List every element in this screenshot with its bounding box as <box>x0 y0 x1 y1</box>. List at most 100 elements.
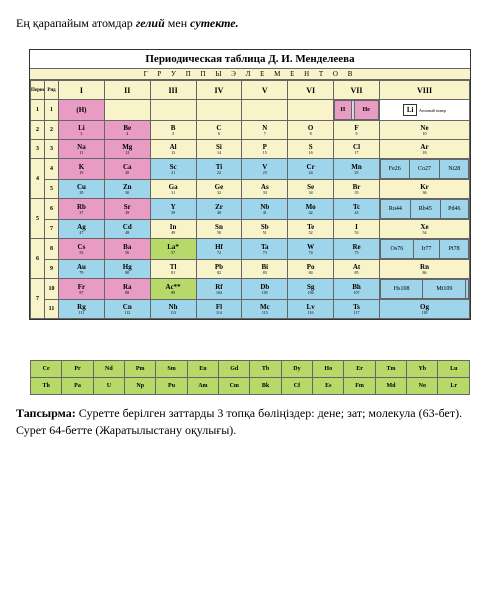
element-symbol: Au <box>59 264 104 271</box>
element-number: 81 <box>151 271 196 275</box>
element-cell: Ge 32 <box>196 180 242 199</box>
element-symbol: Fr <box>59 284 104 291</box>
hdr-g8: VIII <box>380 81 470 100</box>
element-cell: Sc 21 <box>150 159 196 180</box>
element-number: 36 <box>380 191 469 195</box>
row-cell: 4 <box>45 159 59 180</box>
act-cell: No <box>407 378 438 395</box>
act-cell: Np <box>125 378 156 395</box>
row-cell: 7 <box>45 220 59 239</box>
element-number: 37 <box>59 211 104 215</box>
element-cell: (H) <box>59 100 105 121</box>
element-number: 43 <box>334 211 379 215</box>
element-cell: Si 14 <box>196 140 242 159</box>
element-symbol: Cu <box>59 184 104 191</box>
element-number: 9 <box>334 132 379 136</box>
triad-cell: Fe26Co27Ni28 <box>380 159 470 180</box>
element-symbol: Xe <box>380 224 469 231</box>
task-text2: Сурет 64-бетте (Жаратылыстану оқулығы). <box>16 423 236 437</box>
element-symbol: Db <box>242 284 287 291</box>
element-symbol: Na <box>59 144 104 151</box>
element-number: 38 <box>105 211 150 215</box>
element-symbol: Zr <box>197 204 242 211</box>
lan-cell: Tb <box>250 361 281 378</box>
element-number: 57 <box>151 251 196 255</box>
intro-b2: сутекте. <box>190 16 239 30</box>
element-symbol: S <box>288 144 333 151</box>
element-number: 84 <box>288 271 333 275</box>
hdr-g4: IV <box>196 81 242 100</box>
task-label: Тапсырма: <box>16 406 76 420</box>
row-cell: 10 <box>45 279 59 300</box>
element-symbol: Cn <box>105 304 150 311</box>
element-cell: Ga 31 <box>150 180 196 199</box>
hdr-row: Ряд <box>45 81 59 100</box>
element-number: 106 <box>288 291 333 295</box>
element-symbol: O <box>288 125 333 132</box>
element-number: 74 <box>288 251 333 255</box>
element-symbol: Te <box>288 224 333 231</box>
element-cell: Cn 112 <box>104 300 150 319</box>
element-cell: Ar 18 <box>380 140 470 159</box>
task-text1: Суретте берілген заттарды 3 топқа бөліңі… <box>76 406 462 420</box>
element-symbol: Ta <box>242 244 287 251</box>
lan-cell: Er <box>344 361 375 378</box>
element-cell: Rf 104 <box>196 279 242 300</box>
element-cell: Fl 114 <box>196 300 242 319</box>
element-number: 51 <box>242 231 287 235</box>
pt-row: 5 Cu 29 Zn 30 Ga 31 Ge 32 As 33 Se 34 Br… <box>31 180 470 199</box>
lan-cell: Lu <box>438 361 470 378</box>
element-cell: Se 34 <box>288 180 334 199</box>
act-cell: Cf <box>281 378 312 395</box>
period-cell: 2 <box>31 121 45 140</box>
lan-cell: Pr <box>62 361 93 378</box>
element-cell: Bh 107 <box>334 279 380 300</box>
hdr-g6: VI <box>288 81 334 100</box>
element-number: 22 <box>197 171 242 175</box>
act-cell: Fm <box>344 378 375 395</box>
element-cell: Ba 56 <box>104 239 150 260</box>
element-number: 82 <box>197 271 242 275</box>
element-number: 25 <box>334 171 379 175</box>
element-symbol: W <box>288 244 333 251</box>
element-symbol: Br <box>334 184 379 191</box>
period-cell: 3 <box>31 140 45 159</box>
element-number: 11 <box>59 151 104 155</box>
element-symbol: B <box>151 125 196 132</box>
element-symbol: Al <box>151 144 196 151</box>
period-cell: 1 <box>31 100 45 121</box>
element-number: 21 <box>151 171 196 175</box>
element-symbol: Mn <box>334 164 379 171</box>
act-cell: Es <box>313 378 344 395</box>
element-number: 39 <box>151 211 196 215</box>
pt-grid: Период Ряд I II III IV V VI VII VIII 11 … <box>30 80 470 319</box>
element-number: 114 <box>197 311 242 315</box>
lanthanide-actinide: CePrNdPmSmEuGdTbDyHoErTmYbLu ThPaUNpPuAm… <box>30 360 470 395</box>
element-cell: Po 84 <box>288 260 334 279</box>
element-symbol: Lv <box>288 304 333 311</box>
lan-cell: Ce <box>31 361 62 378</box>
element-number: 35 <box>334 191 379 195</box>
element-number: 104 <box>197 291 242 295</box>
element-number: 54 <box>380 231 469 235</box>
element-symbol: Fl <box>197 304 242 311</box>
element-cell: Cl 17 <box>334 140 380 159</box>
pt-row: 7 Ag 47 Cd 48 In 49 Sn 50 Sb 51 Te 52 I … <box>31 220 470 239</box>
row-cell: 11 <box>45 300 59 319</box>
element-number: 47 <box>59 231 104 235</box>
element-symbol: Sb <box>242 224 287 231</box>
element-symbol: Y <box>151 204 196 211</box>
element-symbol: Po <box>288 264 333 271</box>
element-number: 88 <box>105 291 150 295</box>
element-symbol: Sn <box>197 224 242 231</box>
element-number: 33 <box>242 191 287 195</box>
element-symbol: Cl <box>334 144 379 151</box>
element-cell: Mn 25 <box>334 159 380 180</box>
act-cell: Th <box>31 378 62 395</box>
element-cell: Na 11 <box>59 140 105 159</box>
element-cell: Fr 87 <box>59 279 105 300</box>
hdr-g2: II <box>104 81 150 100</box>
element-symbol: Mg <box>105 144 150 151</box>
element-number: 73 <box>242 251 287 255</box>
triad-cell: Hs108Mt109 <box>380 279 470 300</box>
